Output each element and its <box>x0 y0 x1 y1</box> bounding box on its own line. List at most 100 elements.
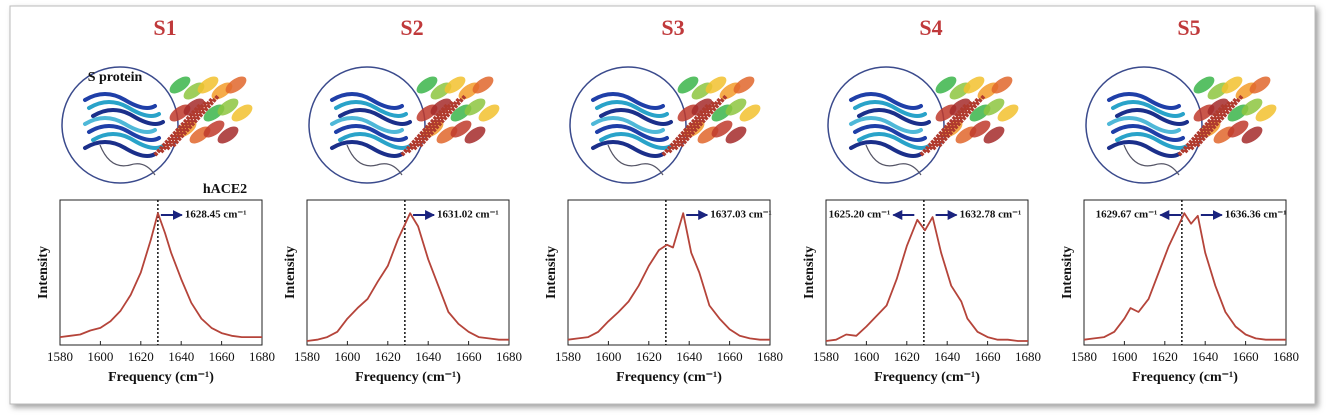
hace2-helix <box>983 98 1005 116</box>
protein-circle <box>569 66 687 184</box>
x-axis-label: Frequency (cm⁻¹) <box>1132 370 1238 385</box>
protein-ribbon <box>1115 108 1189 126</box>
protein-ribbon <box>595 124 669 142</box>
protein-ribbon <box>338 108 412 126</box>
x-tick-label: 1660 <box>209 349 235 364</box>
x-tick-label: 1620 <box>128 349 154 364</box>
hace2-helix <box>183 98 205 116</box>
hace2-helix <box>667 100 716 154</box>
protein-loop <box>865 144 922 176</box>
protein-circle <box>1085 66 1203 184</box>
protein-ribbon <box>330 116 404 134</box>
x-tick-label: 1640 <box>168 349 194 364</box>
hace2-helix <box>1249 76 1271 94</box>
protein-ribbon <box>91 108 165 126</box>
panel-title: S4 <box>919 15 942 40</box>
protein-ribbon <box>857 108 931 126</box>
protein-ribbon <box>1111 124 1185 142</box>
hace2-helix <box>464 126 486 144</box>
protein-ribbon <box>1107 116 1181 134</box>
spectrum-line <box>567 212 770 341</box>
hace2-helix <box>203 120 225 138</box>
hace2-helix <box>1177 103 1226 157</box>
hace2-helix <box>969 120 991 138</box>
hace2-helix <box>430 98 452 116</box>
hace2-helix <box>444 76 466 94</box>
x-tick-label: 1580 <box>1071 349 1097 364</box>
protein-circle <box>61 66 179 184</box>
y-axis-label: Intensity <box>283 246 298 299</box>
x-tick-label: 1680 <box>1273 349 1299 364</box>
hace2-helix <box>153 103 202 157</box>
protein-ribbon <box>338 132 412 150</box>
plot-frame <box>59 199 263 346</box>
x-tick-label: 1620 <box>1152 349 1178 364</box>
image-label: S protein <box>88 70 143 85</box>
hace2-helix <box>169 76 191 94</box>
protein-ribbon <box>595 100 669 118</box>
protein-ribbon <box>849 116 923 134</box>
hace2-helix <box>1207 98 1229 116</box>
hace2-helix <box>171 94 220 148</box>
spectrum-line <box>1083 212 1286 341</box>
panel-title: S1 <box>153 15 176 40</box>
protein-ribbon <box>334 124 408 142</box>
hace2-helix <box>963 76 985 94</box>
hace2-helix <box>931 97 980 151</box>
x-tick-label: 1600 <box>853 349 879 364</box>
hace2-helix <box>1227 120 1249 138</box>
hace2-helix <box>1255 104 1277 122</box>
hace2-helix <box>949 98 971 116</box>
protein-ribbon <box>87 124 161 142</box>
image-label: hACE2 <box>203 182 247 197</box>
hace2-helix <box>472 76 494 94</box>
protein-ribbon <box>591 140 665 158</box>
protein-circle <box>308 66 426 184</box>
hace2-helix <box>661 103 710 157</box>
annotation-label: 1637.03 cm⁻¹ <box>710 209 772 221</box>
hace2-helix <box>1195 94 1244 148</box>
annotation-label: 1632.78 cm⁻¹ <box>960 209 1022 221</box>
protein-ribbon <box>87 100 161 118</box>
spectrum-line <box>59 212 262 338</box>
hace2-helix <box>1193 76 1215 94</box>
x-tick-label: 1660 <box>1233 349 1259 364</box>
protein-ribbon <box>853 100 927 118</box>
hace2-helix <box>739 104 761 122</box>
hace2-helix <box>1183 100 1232 154</box>
hace2-helix <box>711 120 733 138</box>
spectrum-line <box>825 216 1028 342</box>
x-tick-label: 1680 <box>249 349 275 364</box>
hace2-helix <box>673 97 722 151</box>
x-tick-label: 1620 <box>375 349 401 364</box>
protein-ribbon <box>591 116 665 134</box>
x-tick-label: 1620 <box>894 349 920 364</box>
panel-title: S3 <box>661 15 684 40</box>
x-tick-label: 1640 <box>934 349 960 364</box>
x-tick-label: 1640 <box>676 349 702 364</box>
x-tick-label: 1680 <box>757 349 783 364</box>
protein-ribbon <box>83 116 157 134</box>
protein-ribbon <box>599 108 673 126</box>
protein-ribbon <box>591 92 665 110</box>
protein-loop <box>1123 144 1180 176</box>
protein-ribbon <box>334 100 408 118</box>
x-tick-label: 1620 <box>636 349 662 364</box>
hace2-helix <box>725 98 747 116</box>
x-tick-label: 1660 <box>456 349 482 364</box>
plot-frame <box>306 199 510 346</box>
x-axis-label: Frequency (cm⁻¹) <box>616 370 722 385</box>
annotation-label: 1629.67 cm⁻¹ <box>1096 209 1158 221</box>
protein-loop <box>607 144 664 176</box>
hace2-helix <box>418 94 467 148</box>
spectrum-line <box>306 212 509 342</box>
hace2-helix <box>159 100 208 154</box>
hace2-helix <box>705 76 727 94</box>
protein-ribbon <box>91 132 165 150</box>
protein-ribbon <box>1107 92 1181 110</box>
protein-ribbon <box>853 124 927 142</box>
hace2-helix <box>1241 98 1263 116</box>
hace2-helix <box>464 98 486 116</box>
protein-ribbon <box>83 140 157 158</box>
